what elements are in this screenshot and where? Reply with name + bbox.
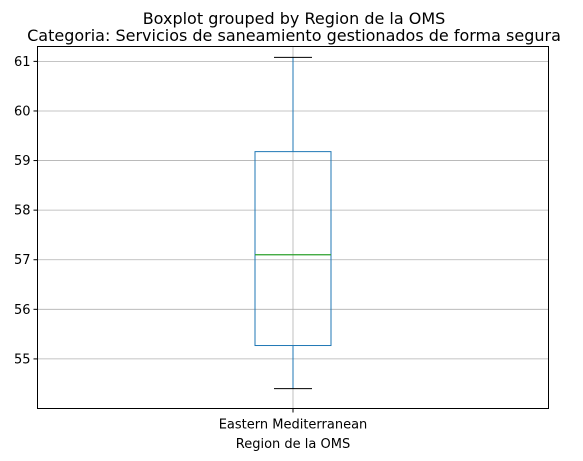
x-tick-label: Eastern Mediterranean <box>219 418 368 433</box>
y-tick-label: 56 <box>14 303 31 318</box>
y-tick-label: 59 <box>14 154 31 169</box>
chart-suptitle: Boxplot grouped by Region de la OMS <box>143 9 446 28</box>
x-axis-label: Region de la OMS <box>236 437 350 452</box>
y-tick-label: 55 <box>14 352 31 367</box>
x-axis-ticks: Eastern Mediterranean <box>219 408 368 433</box>
y-tick-label: 60 <box>14 104 31 119</box>
y-tick-label: 57 <box>14 253 31 268</box>
boxes <box>254 56 332 390</box>
y-tick-label: 61 <box>14 55 31 70</box>
plot-area-frame <box>37 46 549 409</box>
chart-title: Categoria: Servicios de saneamiento gest… <box>27 26 561 45</box>
y-axis-ticks: 55 56 57 58 59 60 61 <box>14 55 38 367</box>
y-tick-label: 58 <box>14 204 31 219</box>
box-iqr <box>254 151 332 347</box>
